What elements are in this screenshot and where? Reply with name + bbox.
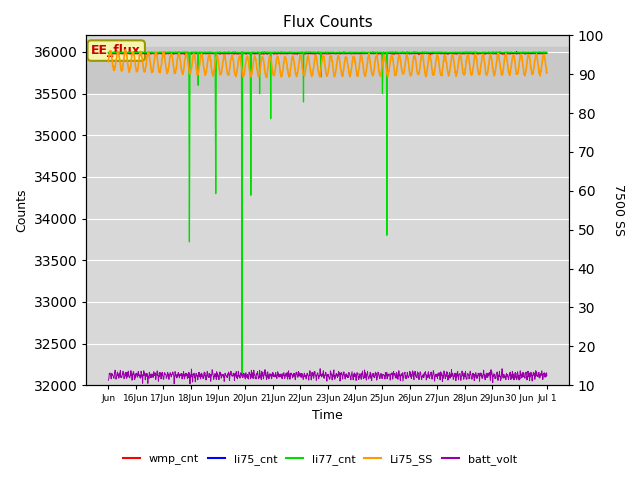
Bar bbox=[86, 47, 569, 95]
Text: EE_flux: EE_flux bbox=[92, 44, 141, 57]
Title: Flux Counts: Flux Counts bbox=[283, 15, 372, 30]
Legend: wmp_cnt, li75_cnt, li77_cnt, Li75_SS, batt_volt: wmp_cnt, li75_cnt, li77_cnt, Li75_SS, ba… bbox=[119, 450, 521, 469]
X-axis label: Time: Time bbox=[312, 409, 343, 422]
Y-axis label: 7500 SS: 7500 SS bbox=[612, 184, 625, 236]
Y-axis label: Counts: Counts bbox=[15, 189, 28, 232]
